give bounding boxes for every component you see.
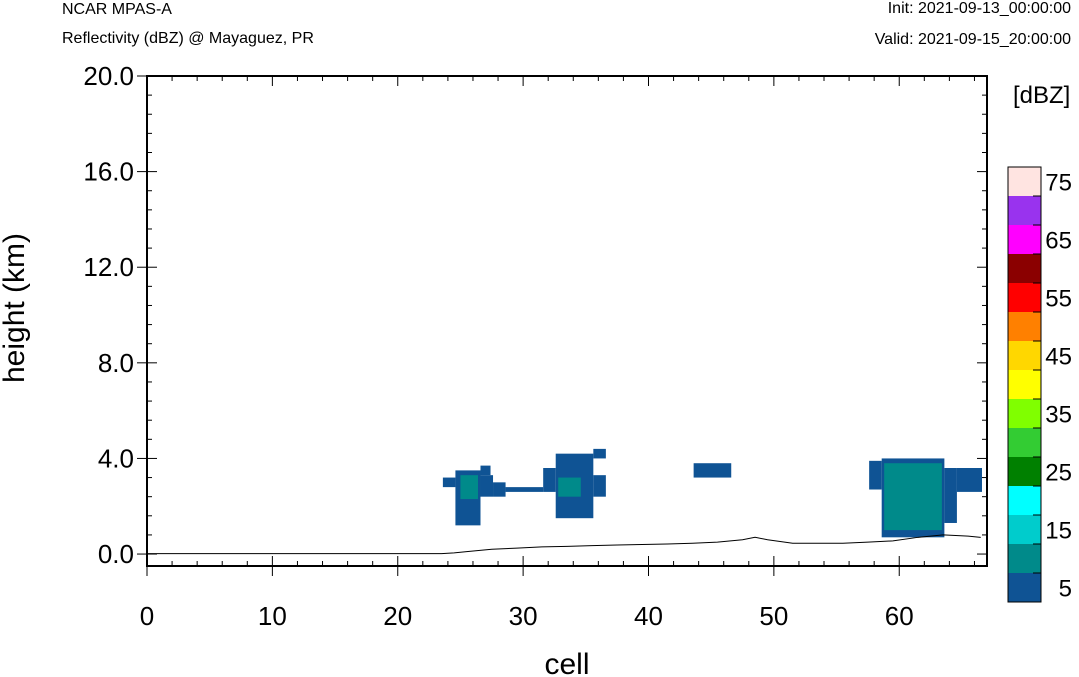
reflectivity-cell xyxy=(480,465,491,476)
colorbar-label: 65 xyxy=(1045,228,1072,255)
reflectivity-cell xyxy=(543,468,556,492)
colorbar-box xyxy=(1008,428,1041,457)
x-tick-labels: 0 10 20 30 40 50 60 xyxy=(140,601,914,631)
colorbar-box xyxy=(1008,370,1041,399)
colorbar-box xyxy=(1008,283,1041,312)
reflectivity-cell xyxy=(869,460,882,490)
colorbar-box xyxy=(1008,399,1041,428)
init-time: Init: 2021-09-13_00:00:00 xyxy=(887,0,1071,17)
reflectivity-cell xyxy=(442,477,456,488)
reflectivity-cell xyxy=(505,487,544,492)
reflectivity-cells xyxy=(442,448,982,538)
reflectivity-cell xyxy=(460,475,478,500)
colorbar-box xyxy=(1008,544,1041,573)
colorbar-box xyxy=(1008,457,1041,486)
colorbar-box xyxy=(1008,254,1041,283)
reflectivity-cell xyxy=(593,448,606,459)
colorbar-frame xyxy=(1007,166,1042,603)
y-tick-label: 12.0 xyxy=(83,252,134,282)
colorbar-box xyxy=(1008,196,1041,225)
x-tick-label: 60 xyxy=(885,601,914,631)
colorbar-label: 15 xyxy=(1045,518,1072,545)
y-axis-label: height (km) xyxy=(0,233,31,383)
x-tick-label: 30 xyxy=(509,601,538,631)
reflectivity-cell xyxy=(493,482,506,497)
colorbar-label: 5 xyxy=(1059,576,1072,603)
y-tick-label: 0.0 xyxy=(98,539,134,569)
reflectivity-cell xyxy=(593,475,606,497)
y-tick-label: 20.0 xyxy=(83,61,134,91)
colorbar-box xyxy=(1008,573,1041,602)
x-tick-label: 10 xyxy=(258,601,287,631)
colorbar-label: 55 xyxy=(1045,286,1072,313)
plot-frame xyxy=(146,75,988,567)
reflectivity-cell xyxy=(884,463,942,531)
y-tick-labels: 0.0 4.0 8.0 12.0 16.0 20.0 xyxy=(83,61,134,569)
terrain-layer xyxy=(147,534,981,555)
colorbar-box xyxy=(1008,167,1041,196)
reflectivity-cell xyxy=(480,475,494,497)
colorbar-labels: 5 15 25 35 45 55 65 75 xyxy=(1045,170,1072,603)
y-tick-label: 8.0 xyxy=(98,348,134,378)
model-name: NCAR MPAS-A xyxy=(62,1,172,18)
colorbar-box xyxy=(1008,515,1041,544)
colorbar-label: 45 xyxy=(1045,344,1072,371)
terrain-line xyxy=(147,534,981,555)
x-tick-label: 40 xyxy=(634,601,663,631)
x-tick-label: 20 xyxy=(383,601,412,631)
colorbar-label: 25 xyxy=(1045,460,1072,487)
colorbar-box xyxy=(1008,225,1041,254)
reflectivity-cell xyxy=(956,468,982,492)
field-title: Reflectivity (dBZ) @ Mayaguez, PR xyxy=(62,30,314,47)
colorbar-label: 75 xyxy=(1045,170,1072,197)
x-tick-label: 0 xyxy=(140,601,154,631)
reflectivity-cell xyxy=(693,463,732,478)
reflectivity-cell xyxy=(944,468,957,523)
reflectivity-cell xyxy=(558,477,581,497)
y-tick-label: 4.0 xyxy=(98,443,134,473)
x-tick-label: 50 xyxy=(759,601,788,631)
colorbar-box xyxy=(1008,341,1041,370)
y-tick-label: 16.0 xyxy=(83,157,134,187)
colorbar-label: 35 xyxy=(1045,402,1072,429)
colorbar-box xyxy=(1008,486,1041,515)
valid-time: Valid: 2021-09-15_20:00:00 xyxy=(874,31,1071,48)
x-axis-label: cell xyxy=(544,648,589,677)
colorbar-unit-label: [dBZ] xyxy=(1013,82,1070,109)
colorbar xyxy=(1007,166,1042,603)
colorbar-box xyxy=(1008,312,1041,341)
